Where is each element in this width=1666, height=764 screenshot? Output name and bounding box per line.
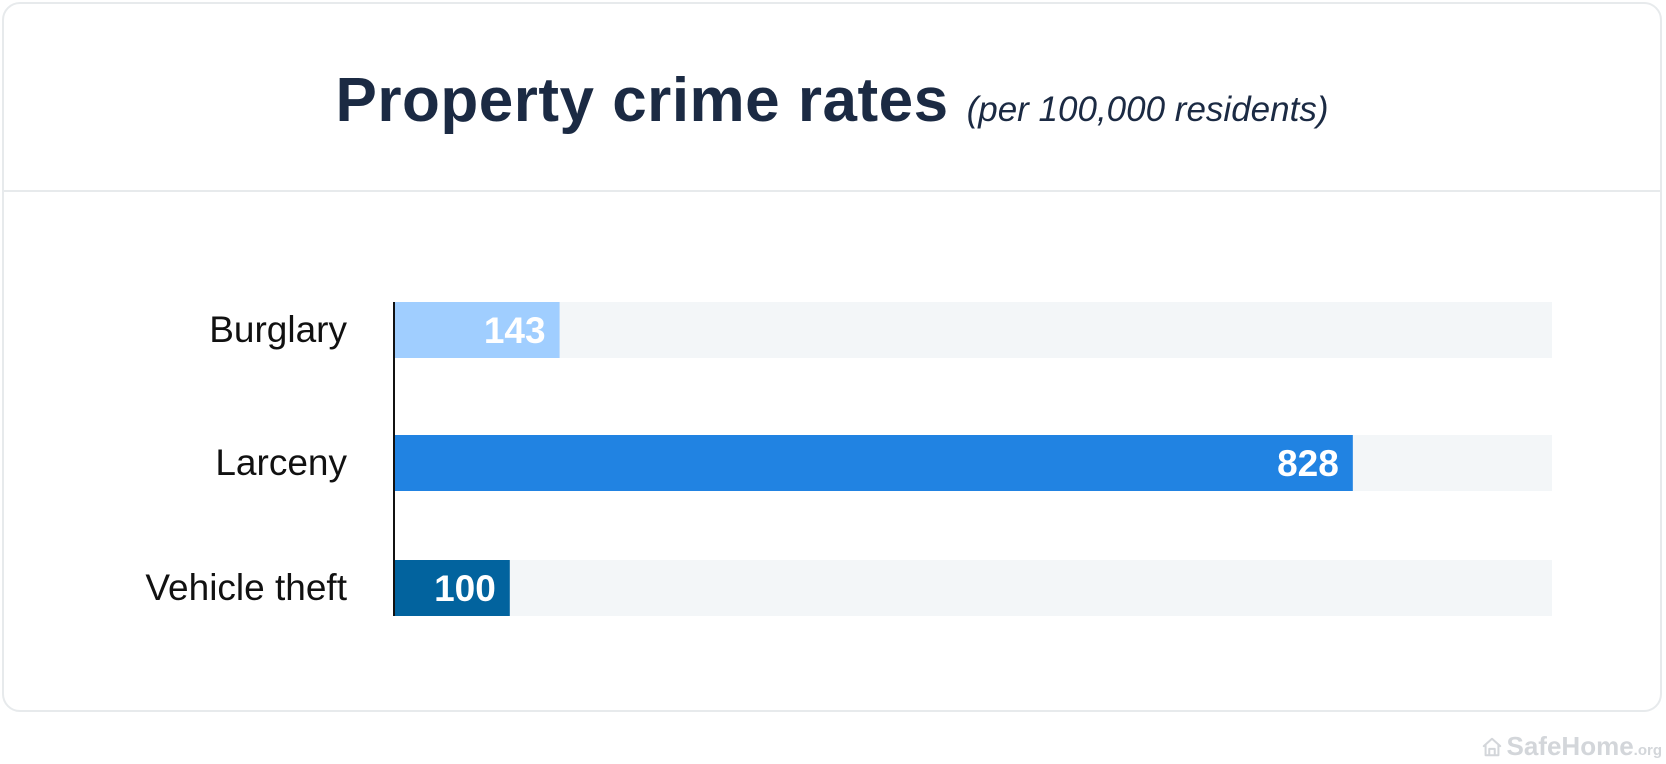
category-label: Larceny: [215, 442, 347, 483]
chart-title: Property crime rates: [335, 65, 949, 135]
data-label: 828: [1277, 443, 1339, 484]
category-label: Vehicle theft: [145, 567, 347, 608]
watermark-suffix: .org: [1633, 742, 1662, 759]
bar-track: [394, 560, 1552, 616]
bar: [394, 435, 1353, 491]
category-label: Burglary: [209, 309, 347, 350]
bar-track: [394, 302, 1552, 358]
data-label: 143: [484, 310, 546, 351]
watermark: SafeHome .org: [1481, 731, 1662, 762]
data-label: 100: [434, 568, 496, 609]
bar: [394, 302, 560, 358]
watermark-text: SafeHome: [1506, 731, 1634, 761]
chart-header: Property crime rates (per 100,000 reside…: [4, 4, 1660, 192]
bar: [394, 560, 510, 616]
house-icon: [1482, 737, 1501, 756]
chart-subtitle: (per 100,000 residents): [966, 89, 1329, 129]
title-line: Property crime rates (per 100,000 reside…: [336, 65, 1329, 136]
